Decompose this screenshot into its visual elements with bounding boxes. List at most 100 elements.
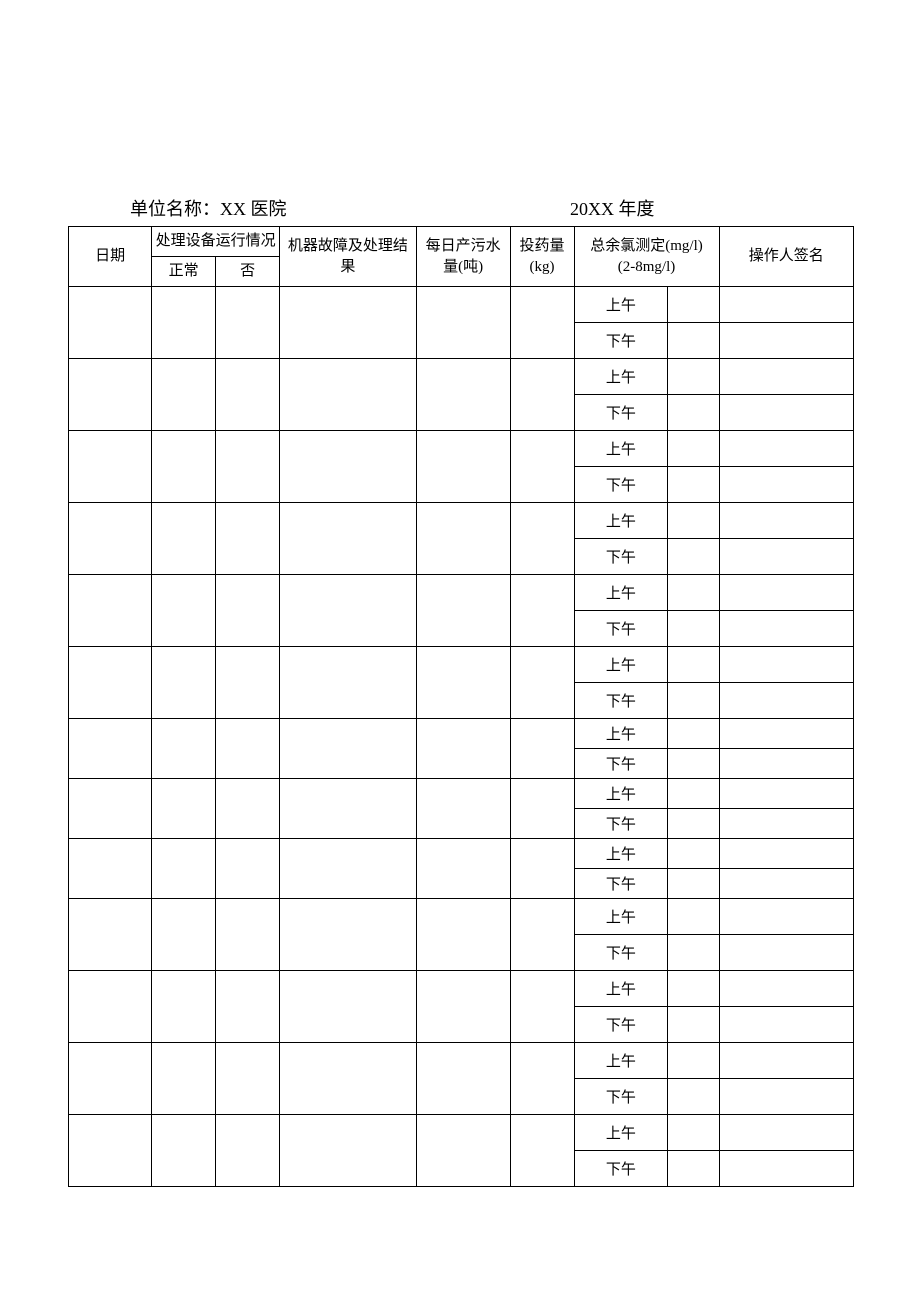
cell-date — [69, 971, 152, 1043]
cell-date — [69, 359, 152, 431]
cell-no — [216, 431, 280, 503]
cell-no — [216, 287, 280, 359]
cell-no — [216, 719, 280, 779]
table-row: 上午 — [69, 503, 854, 539]
cell-morning-value — [668, 647, 719, 683]
cell-morning-label: 上午 — [574, 1115, 668, 1151]
cell-fault — [280, 1043, 417, 1115]
table-row: 上午 — [69, 719, 854, 749]
cell-fault — [280, 287, 417, 359]
cell-morning-label: 上午 — [574, 839, 668, 869]
log-table: 日期 处理设备运行情况 机器故障及处理结果 每日产污水量(吨) 投药量(kg) … — [68, 226, 854, 1187]
cell-afternoon-label: 下午 — [574, 809, 668, 839]
cell-afternoon-value — [668, 395, 719, 431]
cell-morning-operator — [719, 719, 853, 749]
col-subheader-normal: 正常 — [152, 257, 216, 287]
cell-dosage — [510, 575, 574, 647]
cell-morning-operator — [719, 647, 853, 683]
cell-fault — [280, 1115, 417, 1187]
cell-dosage — [510, 1115, 574, 1187]
cell-morning-value — [668, 359, 719, 395]
cell-daily — [416, 287, 510, 359]
cell-no — [216, 779, 280, 839]
cell-morning-operator — [719, 899, 853, 935]
cell-no — [216, 503, 280, 575]
cell-fault — [280, 575, 417, 647]
cell-daily — [416, 1043, 510, 1115]
cell-daily — [416, 719, 510, 779]
chlorine-line1: 总余氯测定(mg/l) — [590, 238, 703, 254]
cell-afternoon-label: 下午 — [574, 1151, 668, 1187]
cell-morning-value — [668, 575, 719, 611]
cell-afternoon-value — [668, 611, 719, 647]
col-header-dosage: 投药量(kg) — [510, 227, 574, 287]
cell-date — [69, 575, 152, 647]
cell-fault — [280, 971, 417, 1043]
cell-no — [216, 1043, 280, 1115]
cell-daily — [416, 431, 510, 503]
cell-date — [69, 1043, 152, 1115]
table-row: 上午 — [69, 1043, 854, 1079]
cell-morning-label: 上午 — [574, 647, 668, 683]
cell-afternoon-value — [668, 323, 719, 359]
cell-daily — [416, 839, 510, 899]
cell-normal — [152, 899, 216, 971]
col-header-date: 日期 — [69, 227, 152, 287]
cell-afternoon-operator — [719, 467, 853, 503]
cell-morning-operator — [719, 431, 853, 467]
cell-date — [69, 899, 152, 971]
cell-afternoon-value — [668, 935, 719, 971]
cell-morning-label: 上午 — [574, 971, 668, 1007]
cell-afternoon-value — [668, 1079, 719, 1115]
cell-normal — [152, 1115, 216, 1187]
cell-no — [216, 359, 280, 431]
cell-daily — [416, 359, 510, 431]
col-header-chlorine: 总余氯测定(mg/l) (2-8mg/l) — [574, 227, 719, 287]
cell-afternoon-value — [668, 1151, 719, 1187]
cell-normal — [152, 359, 216, 431]
year-label: 20XX 年度 — [570, 195, 655, 221]
cell-date — [69, 431, 152, 503]
cell-afternoon-label: 下午 — [574, 683, 668, 719]
cell-dosage — [510, 779, 574, 839]
cell-morning-operator — [719, 575, 853, 611]
cell-normal — [152, 503, 216, 575]
cell-morning-operator — [719, 1115, 853, 1151]
cell-morning-label: 上午 — [574, 719, 668, 749]
cell-daily — [416, 1115, 510, 1187]
cell-morning-operator — [719, 779, 853, 809]
cell-daily — [416, 971, 510, 1043]
cell-normal — [152, 971, 216, 1043]
cell-afternoon-label: 下午 — [574, 395, 668, 431]
cell-afternoon-operator — [719, 809, 853, 839]
table-row: 上午 — [69, 779, 854, 809]
cell-afternoon-label: 下午 — [574, 539, 668, 575]
unit-name-label: 单位名称：XX 医院 — [130, 195, 287, 221]
cell-fault — [280, 839, 417, 899]
cell-morning-label: 上午 — [574, 503, 668, 539]
cell-daily — [416, 779, 510, 839]
cell-afternoon-value — [668, 539, 719, 575]
cell-morning-label: 上午 — [574, 779, 668, 809]
cell-date — [69, 719, 152, 779]
cell-afternoon-operator — [719, 395, 853, 431]
cell-morning-value — [668, 431, 719, 467]
cell-normal — [152, 647, 216, 719]
col-subheader-no: 否 — [216, 257, 280, 287]
cell-date — [69, 779, 152, 839]
col-header-operator: 操作人签名 — [719, 227, 853, 287]
cell-dosage — [510, 971, 574, 1043]
table-row: 上午 — [69, 359, 854, 395]
cell-dosage — [510, 839, 574, 899]
cell-date — [69, 647, 152, 719]
cell-morning-operator — [719, 287, 853, 323]
cell-afternoon-value — [668, 749, 719, 779]
col-header-fault: 机器故障及处理结果 — [280, 227, 417, 287]
cell-morning-operator — [719, 503, 853, 539]
cell-no — [216, 971, 280, 1043]
cell-morning-value — [668, 839, 719, 869]
cell-morning-value — [668, 899, 719, 935]
table-row: 上午 — [69, 575, 854, 611]
cell-normal — [152, 431, 216, 503]
table-row: 上午 — [69, 647, 854, 683]
